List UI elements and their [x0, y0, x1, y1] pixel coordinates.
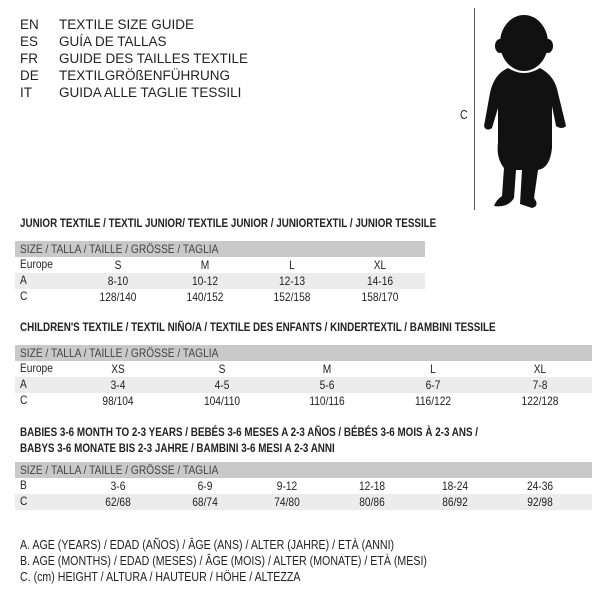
table-cell: 7-8	[532, 378, 548, 392]
junior-title: JUNIOR TEXTILE / TEXTIL JUNIOR/ TEXTILE …	[20, 216, 437, 230]
table-cell: M	[200, 258, 210, 272]
header-label: SIZE / TALLA / TAILLE / GRÖSSE / TAGLIA	[20, 346, 219, 360]
legend-c: C. (cm) HEIGHT / ALTURA / HAUTEUR / HÖHE…	[20, 570, 301, 584]
table-cell: 152/158	[273, 290, 311, 304]
table-cell: 62/68	[105, 495, 131, 509]
row-label: Europe	[20, 361, 53, 375]
table-cell: 140/152	[186, 290, 224, 304]
table-cell: 104/110	[203, 394, 241, 408]
language-code: DE	[20, 68, 39, 83]
language-title: GUIDE DES TAILLES TEXTILE	[59, 51, 249, 66]
height-marker-label: C	[460, 108, 468, 122]
table-cell: 4-5	[214, 378, 230, 392]
table-cell: 158/170	[361, 290, 399, 304]
language-code: ES	[20, 34, 39, 49]
babies-size-table: SIZE / TALLA / TAILLE / GRÖSSE / TAGLIA B…	[15, 462, 592, 510]
row-label: B	[20, 478, 27, 492]
table-row: A 8-10 10-12 12-13 14-16	[15, 273, 425, 289]
junior-size-table: SIZE / TALLA / TAILLE / GRÖSSE / TAGLIA E…	[15, 241, 425, 305]
table-cell: S	[114, 258, 122, 272]
row-label: A	[20, 273, 27, 287]
language-title: GUIDA ALLE TAGLIE TESSILI	[59, 85, 242, 100]
table-cell: 86/92	[442, 495, 468, 509]
table-row: C 62/68 68/74 74/80 80/86 86/92 92/98	[15, 494, 592, 510]
table-cell: 122/128	[521, 394, 559, 408]
table-header: SIZE / TALLA / TAILLE / GRÖSSE / TAGLIA	[15, 241, 425, 257]
row-label: Europe	[20, 257, 53, 271]
table-cell: 8-10	[107, 274, 129, 288]
child-silhouette	[474, 8, 475, 210]
legend-a: A. AGE (YEARS) / EDAD (AÑOS) / ÂGE (ANS)…	[20, 538, 395, 552]
table-row: B 3-6 6-9 9-12 12-18 18-24 24-36	[15, 478, 592, 494]
language-code: EN	[20, 17, 39, 32]
row-label: C	[20, 494, 28, 508]
table-cell: 92/98	[527, 495, 553, 509]
table-row: A 3-4 4-5 5-6 6-7 7-8	[15, 377, 592, 393]
table-cell: 3-4	[110, 378, 126, 392]
table-cell: L	[430, 362, 436, 376]
table-cell: XS	[111, 362, 125, 376]
table-row: C 98/104 104/110 110/116 116/122 122/128	[15, 393, 592, 409]
language-title: TEXTILGRÖßENFÜHRUNG	[59, 68, 231, 83]
table-row: Europe XS S M L XL	[15, 361, 592, 377]
children-size-table: SIZE / TALLA / TAILLE / GRÖSSE / TAGLIA E…	[15, 345, 592, 409]
babies-title-line1: BABIES 3-6 MONTH TO 2-3 YEARS / BEBÉS 3-…	[20, 425, 479, 439]
table-cell: 98/104	[102, 394, 134, 408]
language-code: IT	[20, 85, 32, 100]
language-code: FR	[20, 51, 38, 66]
language-title: GUÍA DE TALLAS	[59, 34, 167, 49]
header-label: SIZE / TALLA / TAILLE / GRÖSSE / TAGLIA	[20, 242, 219, 256]
table-cell: 116/122	[414, 394, 452, 408]
baby-silhouette-icon	[484, 15, 566, 208]
babies-title-line2: BABYS 3-6 MONATE BIS 2-3 JAHRE / BAMBINI…	[20, 441, 335, 455]
children-title: CHILDREN'S TEXTILE / TEXTIL NIÑO/A / TEX…	[20, 320, 496, 334]
table-cell: 74/80	[274, 495, 300, 509]
table-cell: 128/140	[99, 290, 137, 304]
header-label: SIZE / TALLA / TAILLE / GRÖSSE / TAGLIA	[20, 463, 219, 477]
table-cell: 110/116	[309, 394, 345, 408]
table-cell: 68/74	[192, 495, 218, 509]
language-title: TEXTILE SIZE GUIDE	[59, 17, 195, 32]
table-cell: 18-24	[441, 479, 469, 493]
table-cell: 9-12	[276, 479, 298, 493]
table-cell: 80/86	[359, 495, 385, 509]
table-cell: 6-9	[197, 479, 213, 493]
table-cell: 14-16	[366, 274, 394, 288]
table-row: C 128/140 140/152 152/158 158/170	[15, 289, 425, 305]
table-header: SIZE / TALLA / TAILLE / GRÖSSE / TAGLIA	[15, 345, 592, 361]
table-cell: L	[289, 258, 295, 272]
table-header: SIZE / TALLA / TAILLE / GRÖSSE / TAGLIA	[15, 462, 592, 478]
table-cell: M	[322, 362, 332, 376]
table-row: Europe S M L XL	[15, 257, 425, 273]
row-label: A	[20, 377, 27, 391]
row-label: C	[20, 393, 28, 407]
table-cell: 24-36	[526, 479, 554, 493]
table-cell: 3-6	[110, 479, 126, 493]
table-cell: S	[218, 362, 226, 376]
table-cell: XL	[373, 258, 387, 272]
table-cell: 6-7	[425, 378, 441, 392]
table-cell: 12-18	[358, 479, 386, 493]
table-cell: 10-12	[191, 274, 219, 288]
table-cell: XL	[533, 362, 547, 376]
legend-b: B. AGE (MONTHS) / EDAD (MESES) / ÂGE (MO…	[20, 554, 427, 568]
table-cell: 12-13	[278, 274, 306, 288]
table-cell: 5-6	[319, 378, 335, 392]
row-label: C	[20, 289, 28, 303]
